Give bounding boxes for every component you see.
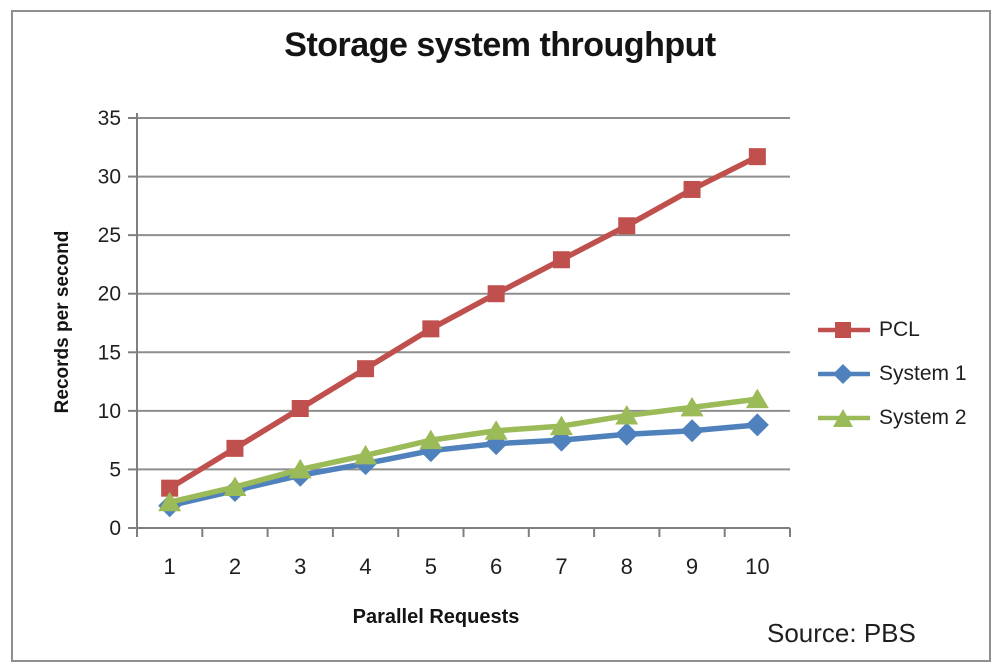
data-point-pcl-6 xyxy=(487,285,505,303)
legend-marker-square-icon xyxy=(818,322,870,338)
y-tick-label-35: 35 xyxy=(98,107,121,130)
data-point-system-2-3 xyxy=(288,458,312,479)
data-point-system-2-6 xyxy=(484,420,508,440)
x-tick-label-5: 5 xyxy=(425,554,437,579)
data-point-pcl-7 xyxy=(552,251,570,269)
data-point-system-1-9 xyxy=(680,419,704,443)
legend-label-system-1: System 1 xyxy=(879,362,967,385)
x-tick-label-10: 10 xyxy=(745,554,769,579)
data-point-system-1-10 xyxy=(745,413,769,437)
legend-marker-triangle-icon xyxy=(818,409,870,427)
series-line-system-2 xyxy=(169,396,758,505)
y-tick-label-15: 15 xyxy=(98,341,121,364)
data-point-pcl-3 xyxy=(291,400,309,418)
series-line-system-1 xyxy=(169,422,758,509)
x-tick-label-7: 7 xyxy=(555,554,567,579)
data-point-pcl-2 xyxy=(226,439,244,457)
data-point-system-2-4 xyxy=(354,444,378,465)
chart-title: Storage system throughput xyxy=(284,26,716,64)
x-axis-title: Parallel Requests xyxy=(352,606,520,628)
data-point-pcl-1 xyxy=(161,479,179,497)
data-point-system-2-9 xyxy=(680,396,704,417)
legend-marker-diamond-icon xyxy=(818,364,870,384)
legend: PCL System 1 System 2 xyxy=(818,308,967,440)
data-point-system-2-8 xyxy=(615,405,639,425)
x-tick-label-3: 3 xyxy=(294,554,306,579)
y-tick-label-20: 20 xyxy=(98,283,121,306)
data-point-pcl-10 xyxy=(748,148,766,166)
x-tick-label-9: 9 xyxy=(686,554,698,579)
x-tick-label-2: 2 xyxy=(229,554,241,579)
legend-item-system-2: System 2 xyxy=(818,396,967,440)
y-axis-title: Records per second xyxy=(52,230,73,414)
data-point-system-2-5 xyxy=(419,429,443,450)
data-point-system-2-7 xyxy=(549,415,573,436)
data-point-pcl-4 xyxy=(357,360,375,378)
data-point-pcl-8 xyxy=(618,217,636,235)
legend-label-system-2: System 2 xyxy=(879,406,967,429)
data-point-system-2-2 xyxy=(223,476,247,496)
data-point-pcl-9 xyxy=(683,180,701,198)
series-line-pcl xyxy=(168,154,759,491)
x-tick-label-6: 6 xyxy=(490,554,502,579)
x-tick-label-8: 8 xyxy=(621,554,633,579)
y-tick-label-10: 10 xyxy=(98,400,121,423)
x-tick-label-1: 1 xyxy=(164,554,176,579)
data-point-system-2-10 xyxy=(745,388,769,409)
y-tick-label-30: 30 xyxy=(98,166,121,189)
legend-item-pcl: PCL xyxy=(818,308,967,352)
x-tick-label-4: 4 xyxy=(359,554,371,579)
legend-label-pcl: PCL xyxy=(879,318,920,341)
legend-item-system-1: System 1 xyxy=(818,352,967,396)
y-tick-label-25: 25 xyxy=(98,224,121,247)
source-note: Source: PBS xyxy=(767,618,916,648)
data-point-system-1-8 xyxy=(615,422,639,446)
y-tick-label-0: 0 xyxy=(109,517,121,540)
data-point-system-2-1 xyxy=(158,491,182,512)
data-point-pcl-5 xyxy=(422,320,440,338)
y-tick-label-5: 5 xyxy=(109,458,121,481)
